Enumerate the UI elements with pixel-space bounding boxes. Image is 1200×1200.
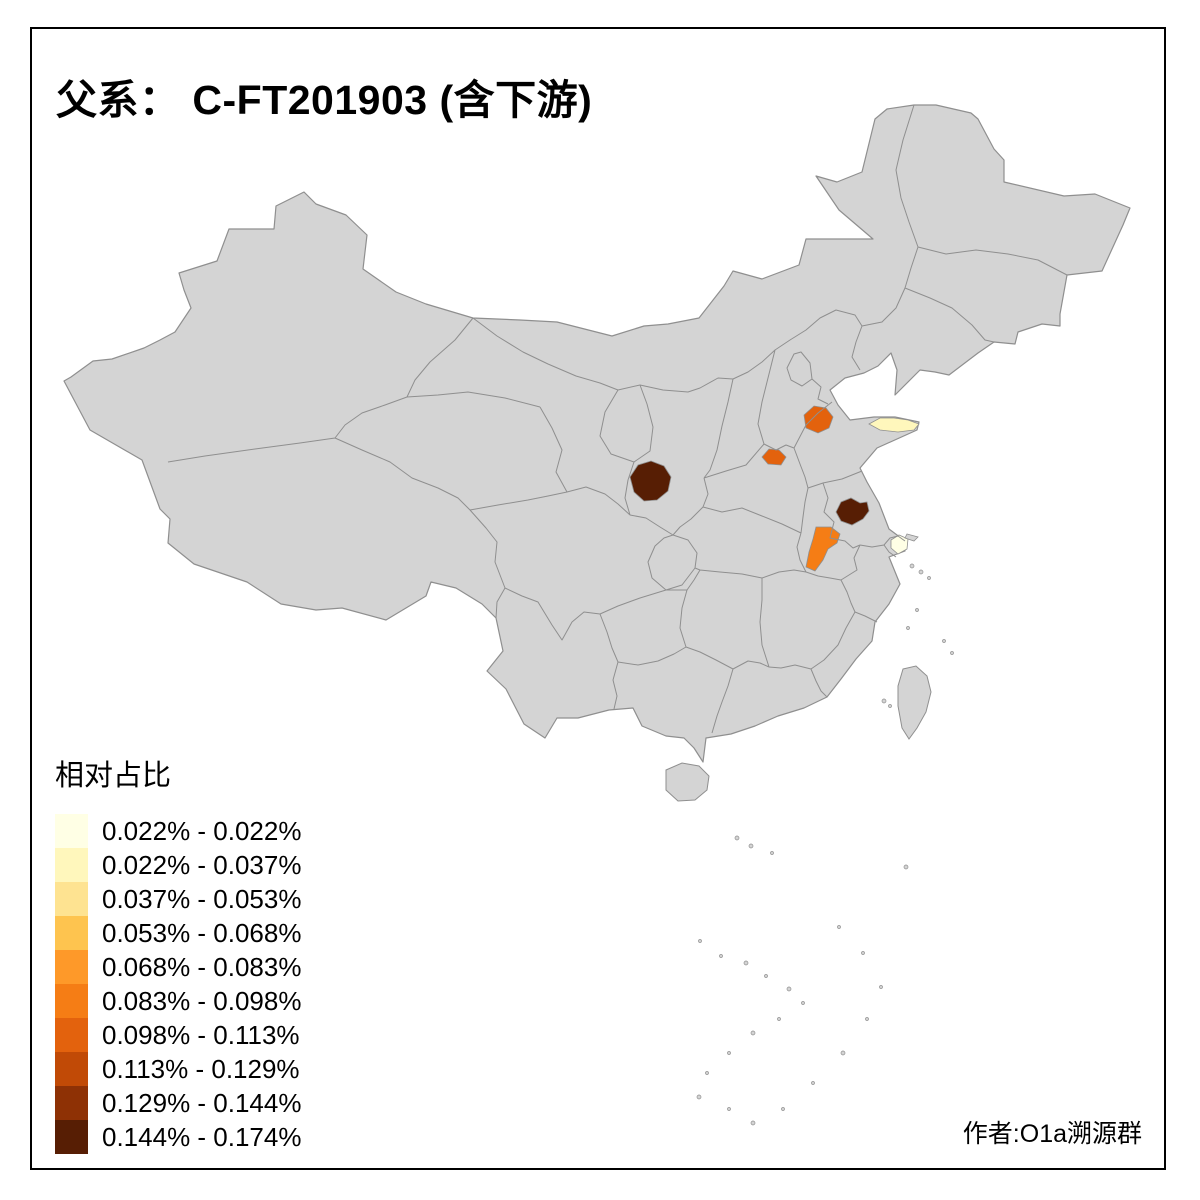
- legend-label: 0.144% - 0.174%: [102, 1122, 302, 1152]
- legend-row: 0.022% - 0.022%: [55, 814, 385, 848]
- page-title: 父系： C-FT201903 (含下游): [56, 77, 593, 123]
- highlight-region-6: [868, 417, 920, 433]
- legend-row: 0.113% - 0.129%: [55, 1052, 385, 1086]
- legend-row: 0.129% - 0.144%: [55, 1086, 385, 1120]
- chongming-island: [904, 533, 919, 542]
- legend-label: 0.129% - 0.144%: [102, 1088, 302, 1118]
- legend-label: 0.022% - 0.037%: [102, 850, 302, 880]
- legend-title: 相对占比: [55, 760, 172, 792]
- legend-row: 0.053% - 0.068%: [55, 916, 385, 950]
- legend-swatch: [55, 950, 88, 984]
- legend-row: 0.068% - 0.083%: [55, 950, 385, 984]
- legend-row: 0.144% - 0.174%: [55, 1120, 385, 1154]
- province-borders-west: [167, 317, 631, 619]
- highlight-region-4: [761, 448, 787, 466]
- legend-swatch: [55, 1086, 88, 1120]
- legend-swatch: [55, 814, 88, 848]
- legend-row: 0.083% - 0.098%: [55, 984, 385, 1018]
- legend-label: 0.022% - 0.022%: [102, 816, 302, 846]
- highlight-region-2: [835, 497, 870, 526]
- legend-label: 0.113% - 0.129%: [102, 1054, 300, 1084]
- province-borders-south: [504, 534, 770, 734]
- legend-swatch: [55, 1120, 88, 1154]
- highlight-region-1: [629, 460, 672, 502]
- highlight-region-3: [803, 405, 834, 434]
- legend-row: 0.022% - 0.037%: [55, 848, 385, 882]
- legend-label: 0.037% - 0.053%: [102, 884, 302, 914]
- legend-swatch: [55, 1052, 88, 1086]
- legend-label: 0.098% - 0.113%: [102, 1020, 300, 1050]
- legend: 相对占比 0.022% - 0.022% 0.022% - 0.037% 0.0…: [55, 752, 385, 1154]
- legend-label: 0.068% - 0.083%: [102, 952, 302, 982]
- legend-rows: 0.022% - 0.022% 0.022% - 0.037% 0.037% -…: [55, 814, 385, 1154]
- legend-row: 0.037% - 0.053%: [55, 882, 385, 916]
- legend-row: 0.098% - 0.113%: [55, 1018, 385, 1052]
- author-credit: 作者:O1a溯源群: [962, 1120, 1142, 1148]
- taiwan-island: [897, 665, 932, 740]
- legend-label: 0.083% - 0.098%: [102, 986, 302, 1016]
- legend-swatch: [55, 848, 88, 882]
- legend-swatch: [55, 916, 88, 950]
- legend-label: 0.053% - 0.068%: [102, 918, 302, 948]
- legend-swatch: [55, 1018, 88, 1052]
- legend-swatch: [55, 882, 88, 916]
- legend-swatch: [55, 984, 88, 1018]
- sea-islands: [696, 563, 954, 1126]
- hainan-island: [665, 762, 710, 802]
- province-borders-east: [624, 349, 906, 698]
- china-mainland: [63, 104, 1131, 763]
